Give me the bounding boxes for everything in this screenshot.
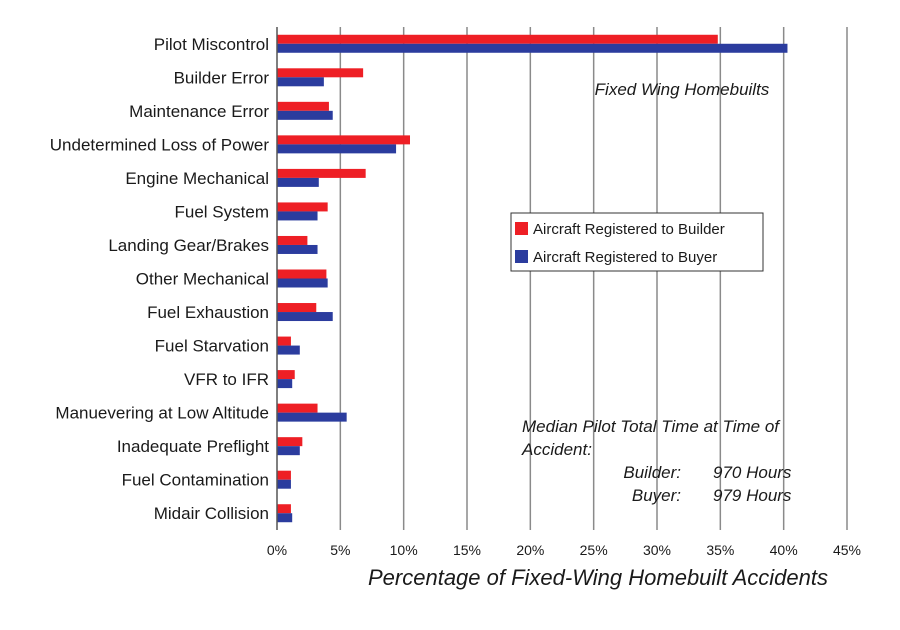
bar-builder: [277, 68, 364, 78]
x-tick-labels: 0% 5% 10% 15% 20% 25% 30% 35% 40% 45%: [267, 542, 861, 558]
category-label: Undetermined Loss of Power: [50, 135, 270, 154]
bar-buyer: [277, 345, 300, 355]
category-labels: Pilot Miscontrol Builder Error Maintenance…: [50, 35, 270, 523]
category-label: Fuel Exhaustion: [147, 303, 269, 322]
category-label: Other Mechanical: [136, 270, 269, 289]
bar-builder: [277, 437, 303, 447]
bar-buyer: [277, 77, 324, 87]
median-annotation: Median Pilot Total Time at Time of Accid…: [521, 417, 792, 505]
median-annotation-line1: Median Pilot Total Time at Time of: [522, 417, 781, 436]
bar-builder: [277, 135, 410, 145]
x-tick-label: 0%: [267, 542, 287, 558]
category-label: Fuel Contamination: [122, 471, 269, 490]
bar-buyer: [277, 479, 291, 489]
median-buyer-label: Buyer:: [632, 486, 681, 505]
category-label: Maintenance Error: [129, 102, 269, 121]
x-tick-label: 30%: [643, 542, 671, 558]
bar-builder: [277, 202, 328, 212]
legend-label-buyer: Aircraft Registered to Buyer: [533, 249, 717, 266]
category-label: Fuel System: [175, 202, 269, 221]
median-builder-value: 970 Hours: [713, 463, 792, 482]
median-buyer-value: 979 Hours: [713, 486, 792, 505]
bar-buyer: [277, 211, 318, 221]
category-label: Builder Error: [174, 68, 270, 87]
bar-buyer: [277, 513, 293, 523]
legend-box: [510, 212, 764, 272]
category-label: Fuel Starvation: [155, 337, 269, 356]
median-builder-label: Builder:: [623, 463, 681, 482]
legend-swatch-buyer: [515, 250, 528, 263]
bar-builder: [277, 168, 366, 178]
legend-label-builder: Aircraft Registered to Builder: [533, 221, 725, 238]
x-tick-label: 45%: [833, 542, 861, 558]
x-tick-label: 35%: [706, 542, 734, 558]
bar-buyer: [277, 412, 347, 422]
bars: [277, 34, 788, 523]
bar-buyer: [277, 177, 319, 187]
grid-lines: [339, 27, 848, 530]
x-tick-label: 15%: [453, 542, 481, 558]
category-label: Midair Collision: [154, 504, 269, 523]
x-tick-label: 40%: [770, 542, 798, 558]
category-label: VFR to IFR: [184, 370, 269, 389]
bar-buyer: [277, 278, 328, 288]
median-annotation-line2: Accident:: [521, 440, 592, 459]
category-label: Manuevering at Low Altitude: [55, 404, 269, 423]
bar-buyer: [277, 43, 788, 53]
bar-builder: [277, 269, 327, 279]
bar-builder: [277, 101, 329, 111]
legend: Aircraft Registered to Builder Aircraft …: [510, 212, 764, 272]
category-label: Inadequate Preflight: [117, 437, 269, 456]
bar-buyer: [277, 312, 333, 322]
x-tick-label: 20%: [516, 542, 544, 558]
bar-builder: [277, 336, 291, 346]
category-label: Landing Gear/Brakes: [108, 236, 269, 255]
legend-swatch-builder: [515, 222, 528, 235]
bar-builder: [277, 303, 317, 313]
bar-buyer: [277, 110, 333, 120]
x-tick-label: 5%: [330, 542, 350, 558]
bar-buyer: [277, 144, 397, 154]
bar-buyer: [277, 446, 300, 456]
chart-annotation-title: Fixed Wing Homebuilts: [595, 80, 770, 99]
bar-buyer: [277, 379, 293, 389]
bar-builder: [277, 403, 318, 413]
x-axis-label: Percentage of Fixed-Wing Homebuilt Accid…: [368, 565, 828, 590]
bar-buyer: [277, 244, 318, 254]
category-label: Pilot Miscontrol: [154, 35, 269, 54]
bar-builder: [277, 470, 291, 480]
category-label: Engine Mechanical: [125, 169, 269, 188]
bar-builder: [277, 34, 718, 44]
bar-builder: [277, 370, 295, 380]
x-tick-label: 10%: [390, 542, 418, 558]
x-tick-label: 25%: [580, 542, 608, 558]
bar-builder: [277, 504, 291, 514]
bar-builder: [277, 235, 308, 245]
